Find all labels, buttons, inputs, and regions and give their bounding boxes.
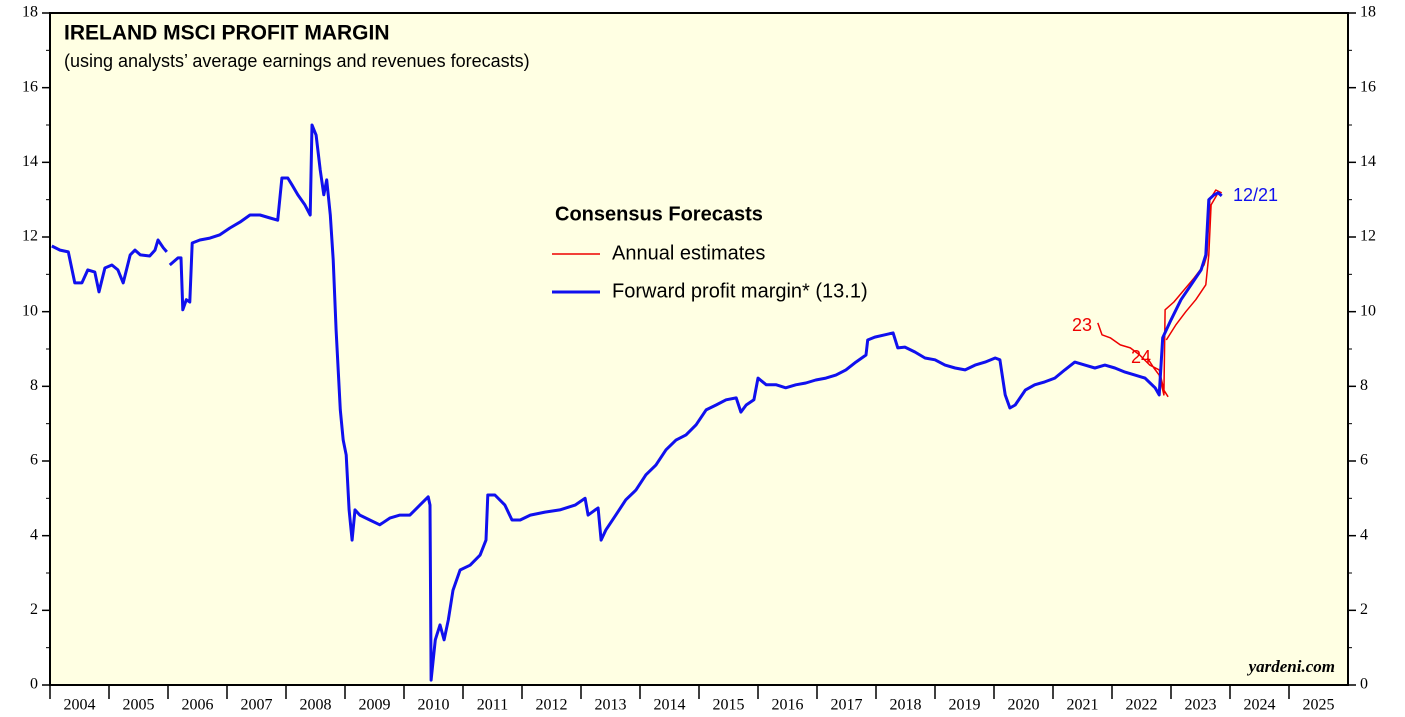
legend-label: Annual estimates xyxy=(612,242,765,264)
x-tick-label: 2008 xyxy=(300,697,332,714)
y-tick-label: 16 xyxy=(22,78,38,95)
x-tick-label: 2014 xyxy=(654,697,686,714)
y-tick-label: 0 xyxy=(30,676,38,693)
annotation: 12/21 xyxy=(1233,185,1278,205)
x-tick-label: 2017 xyxy=(831,697,863,714)
y2-tick-label: 2 xyxy=(1360,601,1368,618)
x-tick-label: 2009 xyxy=(359,697,391,714)
x-tick-label: 2015 xyxy=(713,697,745,714)
y-tick-label: 10 xyxy=(22,302,38,319)
x-tick-label: 2021 xyxy=(1067,697,1099,714)
y2-tick-label: 16 xyxy=(1360,78,1376,95)
x-tick-label: 2011 xyxy=(477,697,508,714)
x-tick-label: 2023 xyxy=(1185,697,1217,714)
plot-background xyxy=(50,13,1348,685)
y-tick-label: 14 xyxy=(22,153,38,170)
x-tick-label: 2012 xyxy=(536,697,568,714)
x-tick-label: 2019 xyxy=(949,697,981,714)
y2-tick-label: 0 xyxy=(1360,676,1368,693)
x-tick-label: 2024 xyxy=(1244,697,1276,714)
legend-title: Consensus Forecasts xyxy=(555,203,763,225)
legend-label: Forward profit margin* (13.1) xyxy=(612,280,868,302)
x-tick-label: 2022 xyxy=(1126,697,1158,714)
y2-tick-label: 8 xyxy=(1360,377,1368,394)
chart-subtitle: (using analysts’ average earnings and re… xyxy=(64,51,530,71)
y-tick-label: 8 xyxy=(30,377,38,394)
y2-tick-label: 18 xyxy=(1360,4,1376,21)
y2-tick-label: 14 xyxy=(1360,153,1376,170)
y2-tick-label: 12 xyxy=(1360,228,1376,245)
x-tick-label: 2005 xyxy=(123,697,155,714)
annotation: 23 xyxy=(1072,315,1092,335)
annotation: 24 xyxy=(1131,347,1151,367)
y-tick-label: 2 xyxy=(30,601,38,618)
x-tick-label: 2004 xyxy=(64,697,96,714)
x-tick-label: 2007 xyxy=(241,697,273,714)
y2-tick-label: 4 xyxy=(1360,526,1368,543)
y-tick-label: 12 xyxy=(22,228,38,245)
chart-title: IRELAND MSCI PROFIT MARGIN xyxy=(64,22,390,45)
x-tick-label: 2006 xyxy=(182,697,214,714)
x-tick-label: 2013 xyxy=(595,697,627,714)
y2-tick-label: 6 xyxy=(1360,452,1368,469)
y-tick-label: 18 xyxy=(22,4,38,21)
y-tick-label: 4 xyxy=(30,526,38,543)
x-tick-label: 2010 xyxy=(418,697,450,714)
x-tick-label: 2016 xyxy=(772,697,804,714)
y2-tick-label: 10 xyxy=(1360,302,1376,319)
source: yardeni.com xyxy=(1247,657,1335,676)
x-tick-label: 2020 xyxy=(1008,697,1040,714)
x-tick-label: 2025 xyxy=(1303,697,1335,714)
data-line xyxy=(51,123,1223,682)
x-tick-label: 2018 xyxy=(890,697,922,714)
y-tick-label: 6 xyxy=(30,452,38,469)
